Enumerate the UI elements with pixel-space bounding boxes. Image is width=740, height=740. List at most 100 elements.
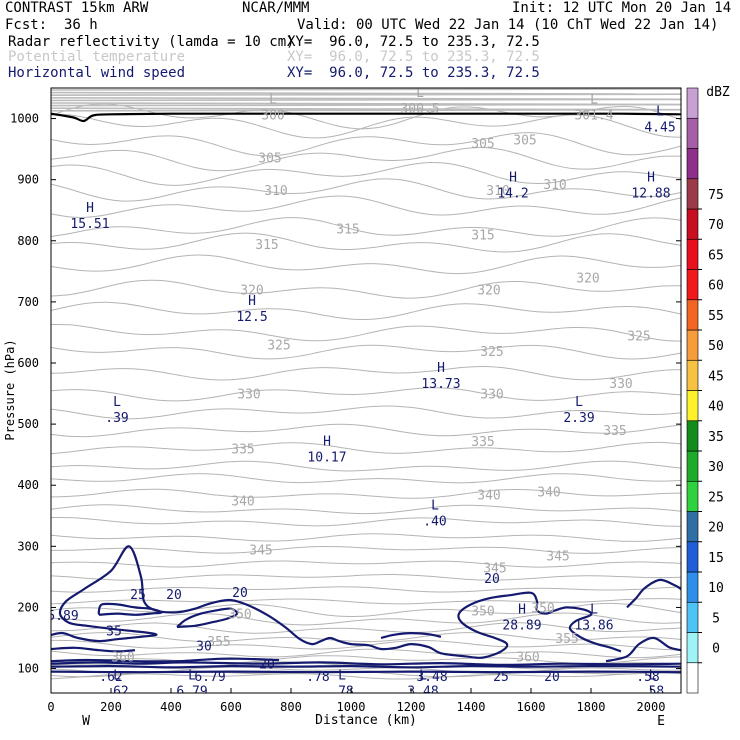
ground-surface-line	[51, 112, 681, 123]
colorbar-swatch	[686, 299, 699, 331]
y-tick-label: 1000	[10, 112, 39, 126]
theta-label: 320	[477, 284, 500, 299]
x-tick-label: 200	[100, 700, 122, 714]
colorbar-level: 60	[708, 279, 724, 294]
wind-labels: .62 6.79 .78 3.48 25 20 .58 20 30 35 5.89 25 20 20 20	[47, 572, 660, 685]
theta-contour	[51, 648, 681, 659]
wind-label: .78	[306, 670, 329, 685]
wind-label: 35	[106, 625, 122, 640]
wind-label: 20	[544, 670, 560, 685]
theta-label: 345	[483, 562, 506, 577]
extremum-value: 15.51	[70, 217, 109, 232]
wind-label: .62	[99, 670, 122, 685]
theta-contour	[51, 301, 681, 320]
colorbar-level: 0	[712, 642, 720, 657]
wind-label: .58	[636, 670, 659, 685]
field-theta-xy: XY= 96.0, 72.5 to 235.3, 72.5	[287, 49, 540, 65]
colorbar-swatch	[686, 511, 699, 543]
extremum-value: 300	[261, 108, 284, 123]
wind-speed-contours	[51, 545, 681, 674]
theta-label: 360	[516, 650, 539, 665]
theta-label: 360	[111, 650, 134, 665]
theta-label: 300.5	[400, 67, 439, 82]
x-tick-label: 400	[160, 700, 182, 714]
theta-contour-dense	[51, 93, 681, 96]
extremum-marker: L	[338, 669, 346, 684]
theta-label: 300	[264, 75, 287, 90]
extremum-marker: L	[431, 499, 439, 514]
colorbar-swatch	[686, 329, 699, 361]
extremum-marker: H	[248, 294, 256, 309]
colorbar-swatch	[686, 390, 699, 422]
field-theta-name: Potential temperature	[8, 49, 186, 65]
extremum-value: .78	[330, 685, 353, 700]
wind-label: 30	[196, 639, 212, 654]
extremum-marker: L	[649, 669, 657, 684]
extremum-value: 28.89	[502, 619, 541, 634]
extremum-marker: H	[323, 435, 331, 450]
theta-contour	[51, 612, 681, 626]
model-title: CONTRAST 15km ARW	[5, 0, 149, 16]
theta-contour	[51, 217, 681, 238]
theta-label: 305	[258, 152, 281, 167]
theta-label: 350	[471, 605, 494, 620]
extremum-value: 4.45	[644, 121, 675, 136]
theta-label: 330	[480, 388, 503, 403]
field-radar-xy: XY= 96.0, 72.5 to 235.3, 72.5	[287, 34, 540, 50]
theta-contour	[51, 441, 681, 455]
valid-time: Valid: 00 UTC Wed 22 Jan 14 (10 ChT Wed …	[297, 17, 719, 33]
wind-contour	[626, 578, 681, 609]
theta-contour	[51, 387, 681, 402]
theta-contour	[51, 473, 681, 484]
extremum-marker: L	[188, 669, 196, 684]
theta-contour	[51, 344, 681, 360]
colorbar-swatch	[686, 148, 699, 180]
theta-contour-dense	[51, 109, 681, 112]
extremum-marker: L	[590, 92, 598, 107]
colorbar-level: 50	[708, 339, 724, 354]
plot-frame	[50, 87, 682, 694]
theta-label: 350	[531, 601, 554, 616]
y-tick-label: 700	[17, 295, 39, 309]
colorbar-title: dBZ	[706, 85, 730, 100]
theta-label: 315	[336, 223, 359, 238]
forecast-hour: 36 h	[64, 17, 98, 33]
theta-label: 325	[480, 345, 503, 360]
extremum-value: 13.73	[421, 377, 460, 392]
theta-contour	[51, 622, 681, 634]
y-tick-label: 900	[17, 173, 39, 187]
theta-contour	[51, 488, 681, 499]
theta-label: 310	[264, 184, 287, 199]
x-tick-label: 600	[220, 700, 242, 714]
extremum-marker: L	[656, 105, 664, 120]
extremum-marker: L	[113, 669, 121, 684]
theta-contour	[51, 405, 681, 420]
extremum-value: 2.39	[563, 411, 594, 426]
theta-contour	[51, 533, 681, 542]
wind-label: 5.89	[47, 609, 78, 624]
wind-label: 6.79	[194, 670, 225, 685]
wind-label: 25	[493, 670, 509, 685]
reflectivity-colorbar: 0 5 10 15 20 25 30 35 40 45 50 55 60 65 70 75	[686, 87, 724, 694]
theta-label: 355	[555, 632, 578, 647]
wind-contour	[605, 636, 681, 663]
colorbar-swatch	[686, 269, 699, 301]
x-axis-title: Distance (km)	[315, 713, 417, 728]
y-axis: 100 200 300 400 500 600 700 800 900 1000	[10, 112, 681, 676]
x-axis-east-label: E	[657, 714, 665, 729]
theta-label: 335	[471, 435, 494, 450]
x-axis-west-label: W	[82, 714, 90, 729]
colorbar-level: 25	[708, 490, 724, 505]
colorbar-swatch	[686, 420, 699, 452]
theta-label: 330	[237, 388, 260, 403]
extremum-marker: H	[509, 171, 517, 186]
y-axis-title: Pressure (hPa)	[3, 339, 17, 440]
x-axis: 0 200 400 600 800 1000 1200 1400 1600 1800 2000	[47, 688, 665, 714]
extremum-marker: H	[437, 361, 445, 376]
colorbar-level: 75	[708, 188, 724, 203]
init-time: Init: 12 UTC Mon 20 Jan 14	[512, 0, 732, 16]
extremum-marker: L	[416, 86, 424, 101]
colorbar-swatch	[686, 208, 699, 240]
theta-label: 315	[471, 229, 494, 244]
theta-label: 310	[543, 178, 566, 193]
